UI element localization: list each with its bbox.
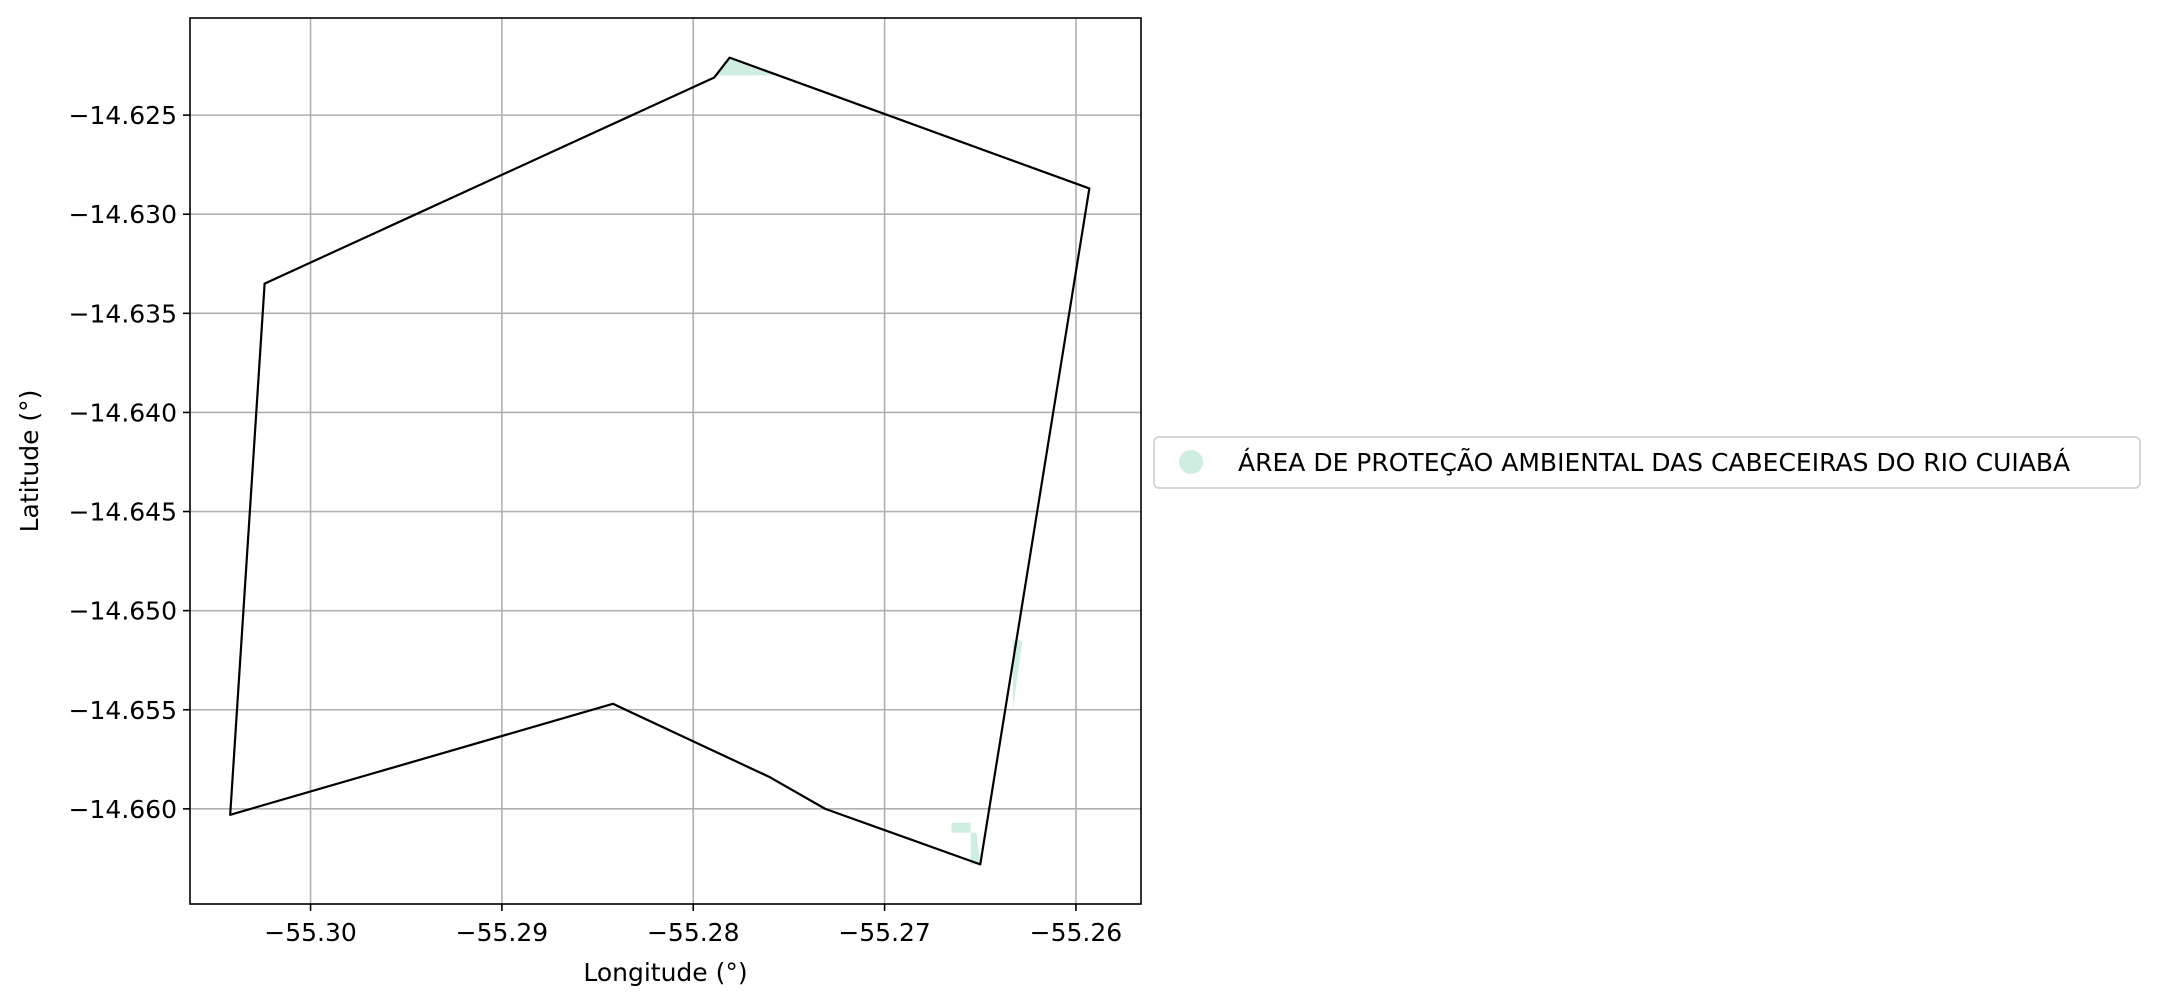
y-tick-label: −14.645 — [69, 498, 177, 527]
protected-area-fragment — [951, 822, 971, 833]
y-axis-ticks: −14.625 −14.630 −14.635 −14.640 −14.645 −14.6… — [69, 101, 190, 824]
protected-area-fragment — [1012, 640, 1023, 710]
y-tick-label: −14.655 — [69, 696, 177, 725]
legend-marker — [1179, 450, 1203, 474]
boundary-layer — [229, 56, 1091, 866]
x-tick-label: −55.29 — [456, 918, 549, 947]
legend: ÁREA DE PROTEÇÃO AMBIENTAL DAS CABECEIRA… — [1153, 436, 2141, 489]
x-axis-label: Longitude (°) — [583, 958, 747, 987]
grid-layer — [190, 18, 1141, 904]
protected-area-fill-layer — [714, 57, 1023, 865]
y-tick-label: −14.650 — [69, 597, 177, 626]
x-tick-label: −55.27 — [838, 918, 931, 947]
y-tick-label: −14.625 — [69, 101, 177, 130]
boundary-outline — [229, 56, 1091, 866]
legend-label: ÁREA DE PROTEÇÃO AMBIENTAL DAS CABECEIRA… — [1238, 447, 2070, 477]
x-tick-label: −55.28 — [647, 918, 740, 947]
x-tick-label: −55.26 — [1030, 918, 1123, 947]
y-tick-label: −14.630 — [69, 200, 177, 229]
y-axis-label: Latitude (°) — [15, 390, 44, 533]
y-tick-label: −14.660 — [69, 795, 177, 824]
x-axis-ticks: −55.30 −55.29 −55.28 −55.27 −55.26 — [264, 904, 1122, 947]
protected-area-fragment — [714, 57, 782, 78]
legend-box — [1153, 436, 2141, 489]
y-tick-label: −14.640 — [69, 398, 177, 427]
protected-area-fragment — [970, 832, 981, 865]
x-tick-label: −55.30 — [264, 918, 357, 947]
y-tick-label: −14.635 — [69, 299, 177, 328]
plot-frame — [189, 17, 1142, 905]
